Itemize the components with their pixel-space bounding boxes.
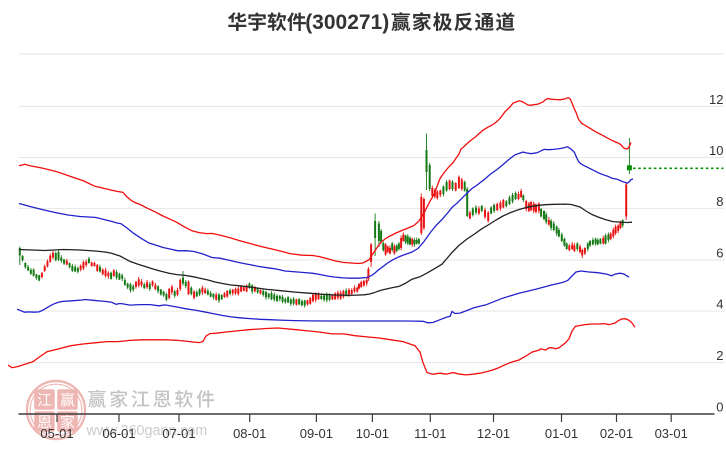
svg-text:2: 2 [716, 348, 723, 363]
svg-text:12-01: 12-01 [477, 426, 510, 441]
svg-text:0: 0 [716, 400, 723, 415]
svg-text:09-01: 09-01 [300, 426, 333, 441]
svg-text:10: 10 [709, 143, 723, 158]
svg-text:06-01: 06-01 [102, 426, 135, 441]
svg-text:4: 4 [716, 297, 723, 312]
svg-text:08-01: 08-01 [233, 426, 266, 441]
svg-text:02-01: 02-01 [600, 426, 633, 441]
svg-text:03-01: 03-01 [655, 426, 688, 441]
svg-text:07-01: 07-01 [162, 426, 195, 441]
svg-text:11-01: 11-01 [414, 426, 446, 441]
svg-text:10-01: 10-01 [356, 426, 389, 441]
svg-text:8: 8 [716, 194, 723, 209]
svg-text:12: 12 [709, 92, 723, 107]
svg-text:6: 6 [716, 246, 723, 261]
svg-text:05-01: 05-01 [40, 426, 73, 441]
svg-text:01-01: 01-01 [545, 426, 578, 441]
svg-text:www.360gann.com: www.360gann.com [86, 423, 208, 439]
svg-text:(300271): (300271) [305, 11, 389, 34]
